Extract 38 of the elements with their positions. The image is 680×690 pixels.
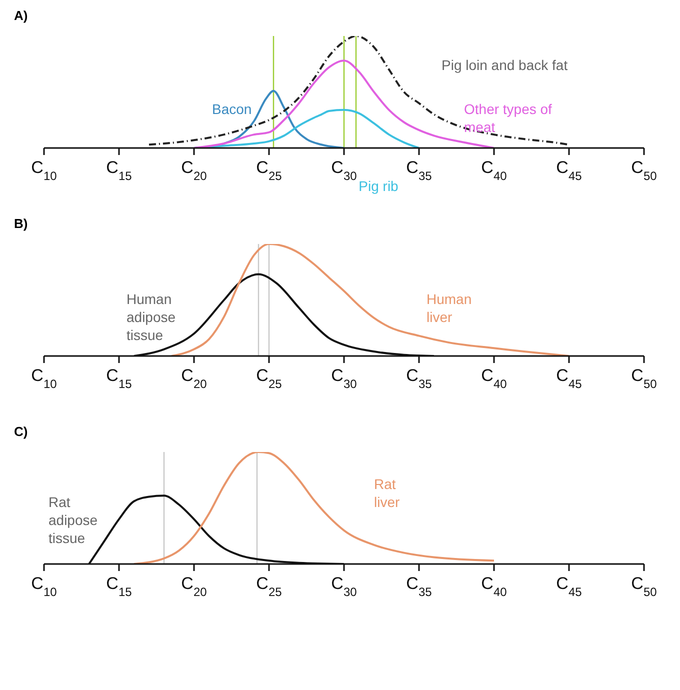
x-tick-label: C$_{30}$ — [331, 158, 358, 183]
text: Pig rib — [358, 178, 398, 194]
x-tick-label: C$_{10}$ — [31, 366, 58, 391]
x-tick-label: C$_{35}$ — [406, 366, 432, 391]
x-tick-label: C$_{40}$ — [481, 574, 508, 599]
x-tick-label: C$_{45}$ — [556, 574, 582, 599]
x-tick-label: C$_{30}$ — [331, 366, 358, 391]
x-tick-label: C$_{50}$ — [631, 574, 658, 599]
chart-title: C) — [13, 424, 29, 441]
series-label: Bacon — [212, 100, 252, 118]
x-tick-label: C$_{25}$ — [256, 158, 282, 183]
series-label: Human adipose tissue — [126, 290, 177, 344]
x-tick-label: C$_{15}$ — [106, 158, 132, 183]
x-tick-label: C$_{45}$ — [556, 366, 582, 391]
chart-title: B) — [13, 216, 29, 233]
text: Pig loin and back fat — [442, 56, 568, 74]
x-tick-label: C$_{35}$ — [406, 574, 432, 599]
x-tick-label: C$_{10}$ — [31, 158, 58, 183]
x-tick-label: C$_{25}$ — [256, 574, 282, 599]
x-tick-label: C$_{20}$ — [181, 158, 208, 183]
text: Rat liver — [374, 475, 401, 512]
series-label: Other types of meat — [464, 100, 553, 136]
x-tick-label: C$_{40}$ — [481, 366, 508, 391]
x-tick-label: C$_{25}$ — [256, 366, 282, 391]
x-tick-label: C$_{35}$ — [406, 158, 432, 183]
x-tick-label: C$_{15}$ — [106, 574, 132, 599]
x-tick-label: C$_{10}$ — [31, 574, 58, 599]
x-tick-label: C$_{20}$ — [181, 366, 208, 391]
x-tick-label: C$_{30}$ — [331, 574, 358, 599]
x-tick-label: C$_{20}$ — [181, 574, 208, 599]
x-tick-label: C$_{15}$ — [106, 366, 132, 391]
chart-title: A) — [13, 8, 29, 25]
x-tick-label: C$_{45}$ — [556, 158, 582, 183]
x-tick-label: C$_{50}$ — [631, 158, 658, 183]
series-label: Human liver — [426, 290, 473, 326]
x-tick-label: C$_{40}$ — [481, 158, 508, 183]
x-tick-label: C$_{50}$ — [631, 366, 658, 391]
series-label: Rat adipose tissue — [48, 492, 99, 547]
